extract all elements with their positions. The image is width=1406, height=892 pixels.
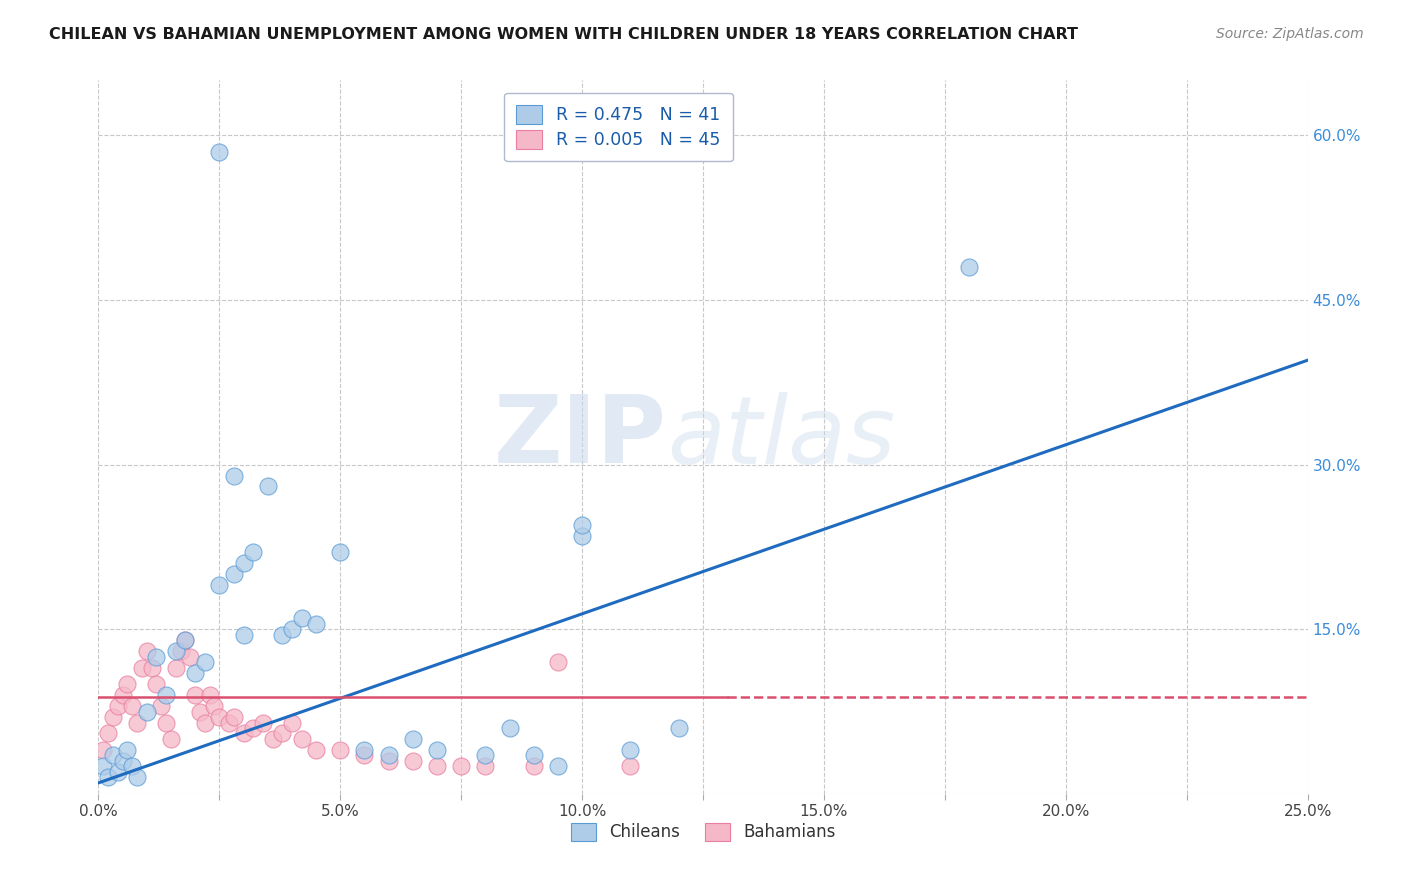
- Point: [402, 731, 425, 746]
- Point: [262, 731, 284, 746]
- Point: [169, 644, 191, 658]
- Point: [97, 726, 120, 740]
- Point: [174, 633, 197, 648]
- Point: [218, 715, 240, 730]
- Point: [498, 721, 520, 735]
- Point: [271, 628, 294, 642]
- Point: [377, 748, 399, 763]
- Point: [135, 705, 157, 719]
- Point: [329, 743, 352, 757]
- Point: [117, 743, 139, 757]
- Point: [619, 759, 641, 773]
- Point: [184, 688, 207, 702]
- Point: [174, 633, 197, 648]
- Point: [232, 628, 254, 642]
- Point: [571, 517, 593, 532]
- Point: [353, 743, 375, 757]
- Text: atlas: atlas: [666, 392, 896, 483]
- Point: [222, 567, 245, 582]
- Point: [450, 759, 472, 773]
- Point: [91, 743, 114, 757]
- Point: [165, 644, 187, 658]
- Point: [305, 616, 328, 631]
- Point: [523, 759, 546, 773]
- Point: [426, 743, 449, 757]
- Point: [208, 145, 231, 159]
- Point: [547, 655, 569, 669]
- Point: [101, 710, 124, 724]
- Point: [127, 771, 149, 785]
- Point: [194, 655, 217, 669]
- Point: [668, 721, 690, 735]
- Point: [242, 545, 264, 559]
- Legend: Chileans, Bahamians: Chileans, Bahamians: [562, 814, 844, 850]
- Point: [107, 764, 129, 779]
- Point: [111, 688, 134, 702]
- Point: [165, 660, 187, 674]
- Point: [101, 748, 124, 763]
- Point: [523, 748, 546, 763]
- Point: [290, 611, 312, 625]
- Point: [281, 715, 304, 730]
- Point: [145, 677, 167, 691]
- Point: [117, 677, 139, 691]
- Text: Source: ZipAtlas.com: Source: ZipAtlas.com: [1216, 27, 1364, 41]
- Point: [232, 557, 254, 571]
- Point: [204, 699, 226, 714]
- Point: [426, 759, 449, 773]
- Point: [135, 644, 157, 658]
- Point: [121, 699, 143, 714]
- Point: [145, 649, 167, 664]
- Point: [547, 759, 569, 773]
- Point: [91, 759, 114, 773]
- Point: [131, 660, 153, 674]
- Point: [256, 479, 278, 493]
- Point: [121, 759, 143, 773]
- Point: [160, 731, 183, 746]
- Point: [184, 666, 207, 681]
- Point: [127, 715, 149, 730]
- Point: [188, 705, 211, 719]
- Point: [377, 754, 399, 768]
- Point: [155, 688, 177, 702]
- Point: [242, 721, 264, 735]
- Point: [305, 743, 328, 757]
- Point: [281, 622, 304, 636]
- Point: [571, 529, 593, 543]
- Point: [353, 748, 375, 763]
- Point: [402, 754, 425, 768]
- Point: [957, 260, 980, 274]
- Point: [179, 649, 201, 664]
- Point: [107, 699, 129, 714]
- Point: [222, 468, 245, 483]
- Point: [198, 688, 221, 702]
- Point: [474, 748, 496, 763]
- Point: [271, 726, 294, 740]
- Point: [194, 715, 217, 730]
- Point: [141, 660, 163, 674]
- Text: ZIP: ZIP: [494, 391, 666, 483]
- Point: [619, 743, 641, 757]
- Point: [97, 771, 120, 785]
- Point: [290, 731, 312, 746]
- Point: [208, 578, 231, 592]
- Text: CHILEAN VS BAHAMIAN UNEMPLOYMENT AMONG WOMEN WITH CHILDREN UNDER 18 YEARS CORREL: CHILEAN VS BAHAMIAN UNEMPLOYMENT AMONG W…: [49, 27, 1078, 42]
- Point: [329, 545, 352, 559]
- Point: [208, 710, 231, 724]
- Point: [474, 759, 496, 773]
- Point: [155, 715, 177, 730]
- Point: [232, 726, 254, 740]
- Point: [150, 699, 173, 714]
- Point: [222, 710, 245, 724]
- Point: [111, 754, 134, 768]
- Point: [252, 715, 274, 730]
